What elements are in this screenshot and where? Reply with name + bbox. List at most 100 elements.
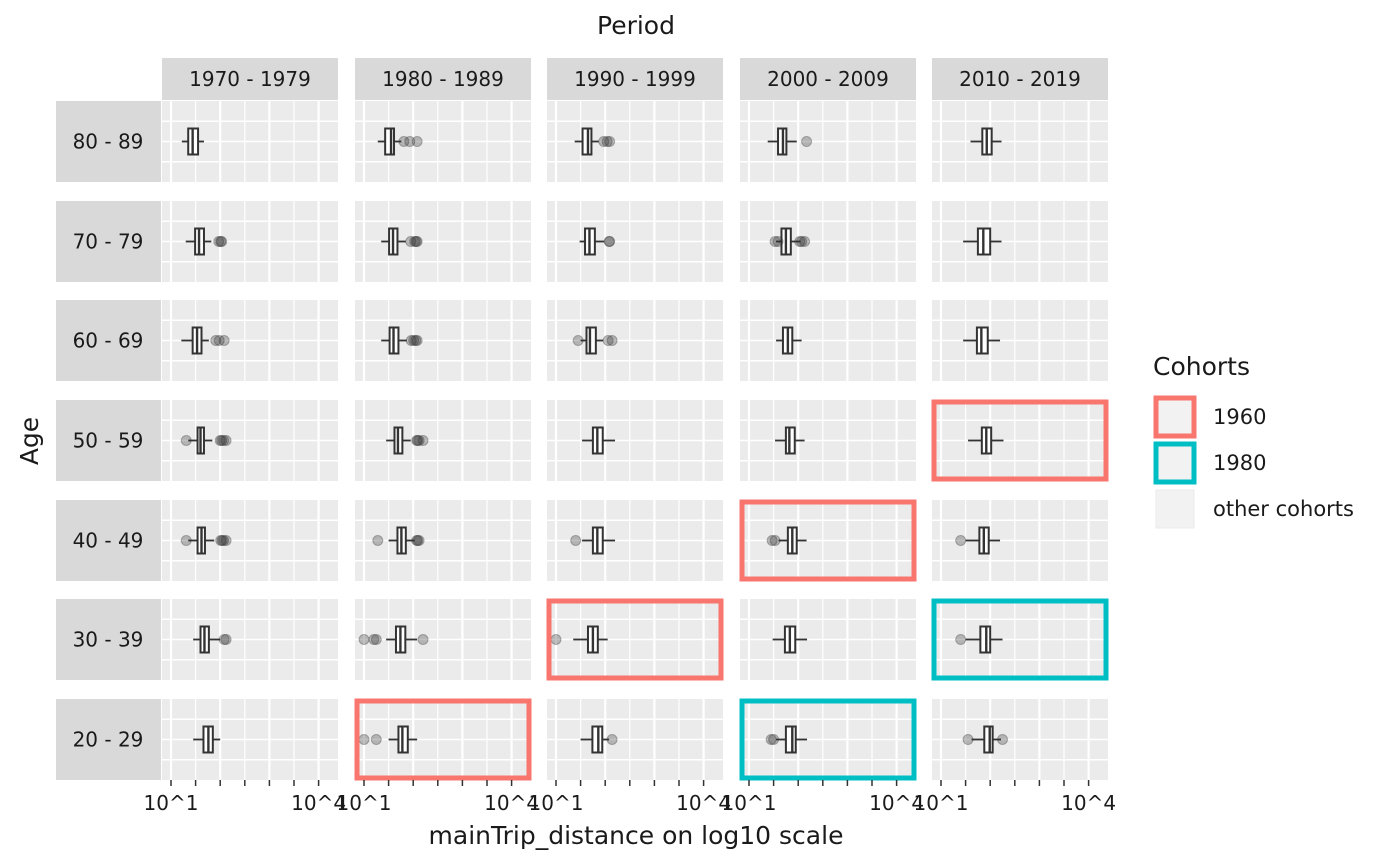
outlier-point [796,236,808,247]
col-title: Period [597,11,675,40]
outlier-point [409,236,421,247]
cohort-highlight [739,698,917,781]
outlier-point [216,435,228,446]
period-label: 1980 - 1989 [382,67,504,91]
boxplot [193,625,232,654]
outlier-point [768,734,780,745]
legend-label: 1980 [1213,451,1266,475]
outlier-point [598,136,610,147]
legend-key [1153,441,1197,485]
x-tick-label: 10^1 [722,791,777,815]
period-strip [740,58,916,100]
outlier-point [766,535,778,546]
age-label: 40 - 49 [73,529,144,553]
outlier-point [358,634,370,645]
outlier-point [370,634,382,645]
outlier-point [213,335,225,346]
outlier-point [411,435,423,446]
outlier-point [220,634,232,645]
boxplot [776,326,802,355]
legend-key [1153,395,1197,439]
boxplot [955,625,1003,654]
boxplot [962,725,1008,754]
boxplot [181,326,230,355]
boxplot [580,725,618,754]
period-label: 2010 - 2019 [959,67,1081,91]
period-strip [355,58,531,100]
age-label: 30 - 39 [73,628,144,652]
outlier-point [404,136,416,147]
boxplot [766,526,807,555]
outlier-point [408,335,420,346]
x-tick-label: 10^4 [676,791,731,815]
outlier-point [218,634,230,645]
x-axes: 10^1 10^410^1 10^410^1 10^410^1 10^410^1 10^4 [144,780,1116,815]
outlier-point [180,435,192,446]
outlier-point [417,435,429,446]
x-axis-title: mainTrip_distance on log10 scale [429,821,844,850]
boxplot [381,326,423,355]
boxplot [970,127,1002,156]
x-tick-label: 10^4 [484,791,539,815]
outlier-point [213,236,225,247]
boxplot [550,625,608,654]
outlier-point [772,236,784,247]
outlier-point [801,136,813,147]
outlier-point [955,535,967,546]
box [983,725,994,754]
outlier-point [398,136,410,147]
age-strip [56,101,161,182]
boxplot [185,227,228,256]
outlier-point [412,435,424,446]
legend-key [1155,489,1195,529]
box [585,326,597,355]
outlier-point [413,435,425,446]
age-label: 80 - 89 [73,130,144,154]
box [784,725,797,754]
outlier-point [370,734,382,745]
age-strip [56,300,161,381]
period-label: 2000 - 2009 [767,67,889,91]
outlier-point [218,535,230,546]
outlier-point [417,634,429,645]
outlier-point [606,335,618,346]
boxplot [358,725,418,754]
outlier-point [550,634,562,645]
boxplot [180,426,232,455]
boxplot [772,625,808,654]
boxplot [968,426,1004,455]
legend-title: Cohorts [1153,352,1250,381]
facet-strips: 1970 - 1979 1980 - 1989 1990 - 1999 2000 - … [56,58,1108,780]
outlier-point [604,136,616,147]
boxplot [963,227,1002,256]
outlier-point [368,634,380,645]
outlier-point [216,535,228,546]
boxplot [193,725,221,754]
x-tick-label: 10^1 [529,791,584,815]
boxplot [180,526,232,555]
outlier-point [218,335,230,346]
outlier-point [411,535,423,546]
outlier-point [410,236,422,247]
boxplot [765,725,808,754]
period-label: 1970 - 1979 [189,67,311,91]
outlier-point [962,734,974,745]
outlier-point [769,236,781,247]
outlier-point [180,535,192,546]
period-strip [162,58,338,100]
outlier-point [220,535,232,546]
age-label: 60 - 69 [73,329,144,353]
outlier-point [218,435,230,446]
boxplot [572,326,618,355]
box [384,127,396,156]
outlier-point [603,236,615,247]
boxplot [574,127,616,156]
cohort-highlights [354,399,1109,781]
outlier-point [411,136,423,147]
outlier-point [215,236,227,247]
age-strip [56,400,161,481]
boxplot [386,426,429,455]
outlier-point [769,535,781,546]
age-label: 70 - 79 [73,230,144,254]
